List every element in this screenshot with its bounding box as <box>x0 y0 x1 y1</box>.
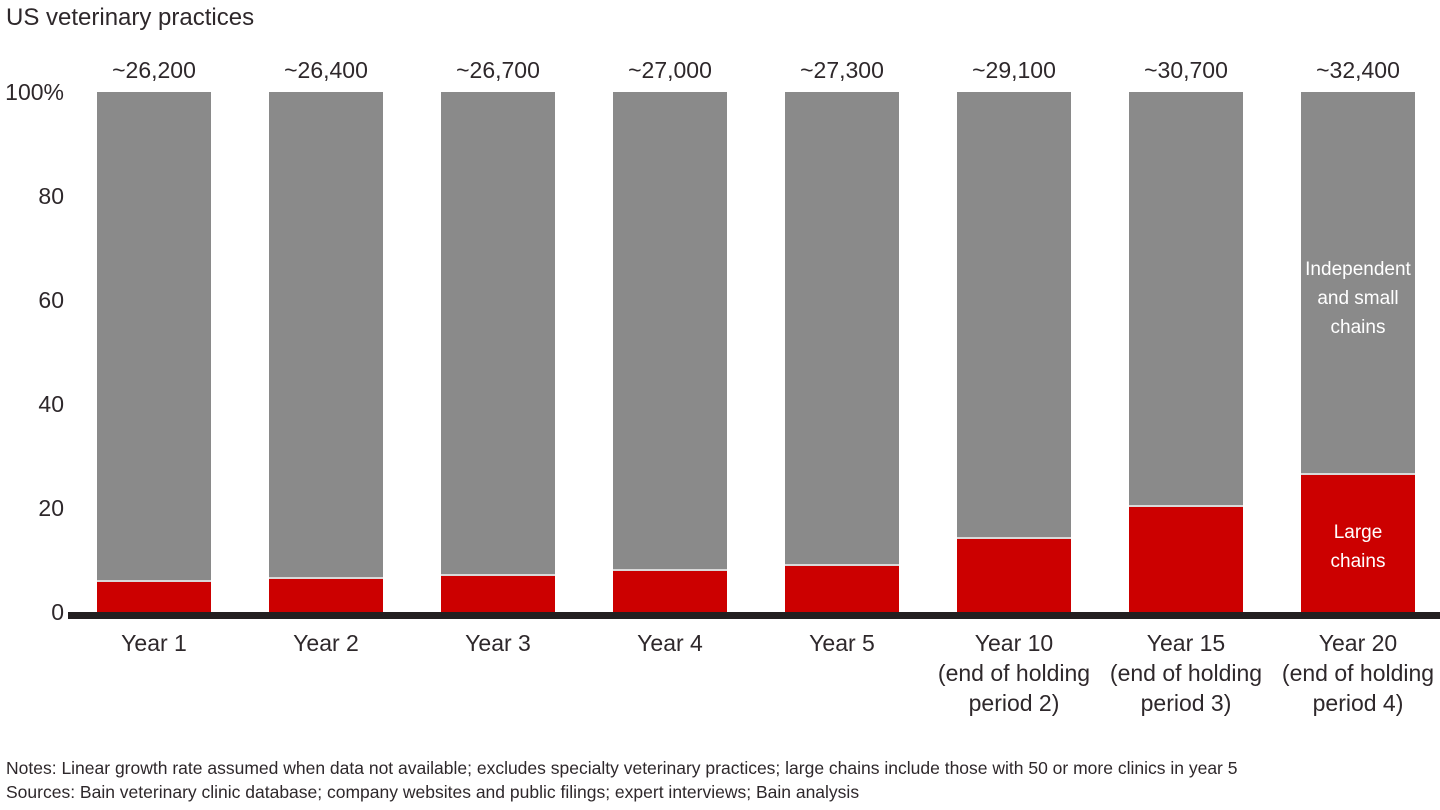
bar-total-label: ~30,700 <box>1144 57 1228 83</box>
bar-segment-independent-small-chains <box>785 92 899 564</box>
bar-segment-large-chains <box>269 577 383 612</box>
bar-segment-independent-small-chains <box>269 92 383 577</box>
sources-text: Sources: Bain veterinary clinic database… <box>6 782 860 802</box>
bar-total-label: ~26,200 <box>112 57 196 83</box>
y-axis-tick: 40 <box>38 391 64 417</box>
x-axis-label: Year 2 <box>293 630 359 656</box>
bar-segment-large-chains <box>97 580 211 612</box>
bar-segment-large-chains <box>1129 505 1243 612</box>
x-axis-label: Year 20 (end of holding period 4) <box>1281 630 1435 716</box>
bar-segment-independent-small-chains <box>1301 92 1415 473</box>
y-axis-tick: 80 <box>38 183 64 209</box>
bar-total-label: ~27,300 <box>800 57 884 83</box>
bar-total-label: ~32,400 <box>1316 57 1400 83</box>
notes-text: Notes: Linear growth rate assumed when d… <box>6 758 1238 778</box>
x-axis-label: Year 5 <box>809 630 875 656</box>
bar-segment-independent-small-chains <box>957 92 1071 537</box>
bar-segment-large-chains <box>957 537 1071 612</box>
bar-segment-large-chains <box>441 574 555 612</box>
bar-segment-large-chains <box>1301 473 1415 612</box>
x-axis-label: Year 15 (end of holding period 3) <box>1109 630 1263 716</box>
y-axis-tick: 20 <box>38 495 64 521</box>
bar-total-label: ~26,700 <box>456 57 540 83</box>
bar-segment-independent-small-chains <box>97 92 211 580</box>
bar-segment-large-chains <box>785 564 899 612</box>
x-axis-label: Year 4 <box>637 630 703 656</box>
x-axis-label: Year 1 <box>121 630 187 656</box>
x-axis-label: Year 10 (end of holding period 2) <box>937 630 1091 716</box>
y-axis-tick: 0 <box>51 599 64 625</box>
y-axis-tick: 60 <box>38 287 64 313</box>
y-axis-tick: 100% <box>5 79 64 105</box>
x-axis-label: Year 3 <box>465 630 531 656</box>
bar-segment-independent-small-chains <box>1129 92 1243 505</box>
bar-segment-large-chains <box>613 569 727 612</box>
bar-total-label: ~27,000 <box>628 57 712 83</box>
bar-total-label: ~26,400 <box>284 57 368 83</box>
x-axis-line <box>68 612 1440 619</box>
chart-title: US veterinary practices <box>6 4 255 31</box>
bar-total-label: ~29,100 <box>972 57 1056 83</box>
bar-segment-independent-small-chains <box>441 92 555 574</box>
bar-segment-independent-small-chains <box>613 92 727 569</box>
